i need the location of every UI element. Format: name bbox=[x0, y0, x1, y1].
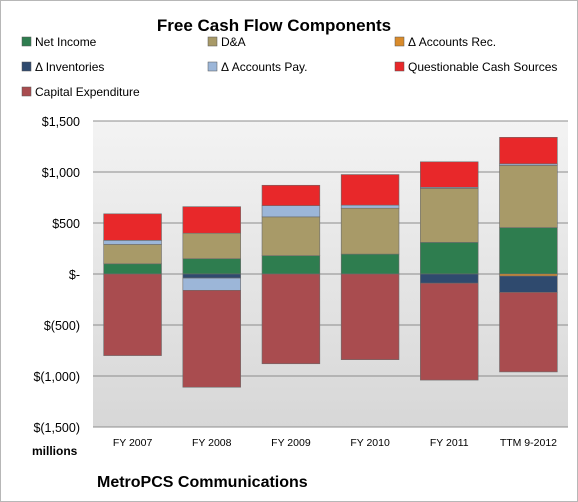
bar-segment bbox=[420, 273, 479, 284]
bar-segment bbox=[340, 174, 400, 206]
legend-swatch bbox=[394, 36, 405, 47]
legend-label: Capital Expenditure bbox=[35, 85, 140, 99]
bar-segment bbox=[340, 253, 400, 275]
bar-segment bbox=[420, 282, 479, 381]
bar-segment bbox=[340, 207, 400, 255]
bar-segment bbox=[420, 242, 479, 275]
x-axis-ticks: FY 2007 FY 2008 FY 2009 FY 2010 FY 2011 TTM 9… bbox=[113, 437, 557, 449]
bar-segment bbox=[182, 206, 241, 234]
legend-swatch bbox=[21, 61, 32, 72]
y-tick-label: $- bbox=[69, 268, 80, 282]
legend-label: Net Income bbox=[35, 35, 97, 49]
legend-label: Δ Inventories bbox=[35, 60, 104, 74]
bar-segment bbox=[182, 277, 241, 291]
bar-segment bbox=[340, 273, 400, 360]
bar-segment bbox=[499, 165, 558, 228]
legend-label: Δ Accounts Pay. bbox=[221, 60, 308, 74]
chart-title: Free Cash Flow Components bbox=[157, 16, 391, 35]
y-tick-label: $(500) bbox=[44, 319, 80, 333]
x-tick-label: FY 2010 bbox=[350, 437, 390, 449]
x-tick-label: FY 2007 bbox=[113, 437, 153, 449]
y-tick-label: $1,000 bbox=[42, 166, 80, 180]
bar-segment bbox=[103, 273, 162, 356]
bar-segment bbox=[103, 263, 162, 275]
gridlines bbox=[93, 120, 568, 428]
bar-segment bbox=[182, 258, 241, 275]
legend-swatch bbox=[394, 61, 405, 72]
bar-segment bbox=[261, 184, 321, 206]
legend-label: Δ Accounts Rec. bbox=[408, 35, 496, 49]
bar-segment bbox=[499, 137, 558, 165]
bar-segment bbox=[103, 240, 162, 245]
bar-segment bbox=[499, 275, 558, 293]
legend-swatch bbox=[21, 86, 32, 97]
company-caption: MetroPCS Communications bbox=[97, 474, 308, 491]
bar-segment bbox=[182, 273, 241, 279]
units-label: millions bbox=[32, 444, 78, 458]
legend-label: Questionable Cash Sources bbox=[408, 60, 557, 74]
x-tick-label: TTM 9-2012 bbox=[500, 437, 557, 449]
bar-segment bbox=[499, 227, 558, 275]
bar-segment bbox=[420, 188, 479, 243]
bar-segment bbox=[261, 273, 321, 365]
x-tick-label: FY 2009 bbox=[271, 437, 311, 449]
y-tick-label: $1,500 bbox=[42, 115, 80, 129]
legend-swatch bbox=[207, 61, 218, 72]
legend: Net Income D&A Δ Accounts Rec. Δ Inventorie… bbox=[21, 35, 557, 99]
y-tick-label: $(1,500) bbox=[33, 421, 80, 435]
y-tick-label: $(1,000) bbox=[33, 370, 80, 384]
bar-segment bbox=[182, 290, 241, 388]
bar-segment bbox=[261, 205, 321, 218]
bar-segment bbox=[261, 216, 321, 256]
y-axis-ticks: $(1,500) $(1,000) $(500) $- $500 $1,000 $1,500 bbox=[33, 115, 80, 435]
x-tick-label: FY 2011 bbox=[430, 437, 469, 449]
bar-segment bbox=[499, 292, 558, 373]
bar-segment bbox=[261, 255, 321, 275]
bar-segment bbox=[182, 232, 241, 259]
bar-segment bbox=[103, 213, 162, 241]
legend-swatch bbox=[207, 36, 218, 47]
legend-swatch bbox=[21, 36, 32, 47]
bars bbox=[103, 137, 558, 388]
bar-segment bbox=[103, 244, 162, 265]
x-tick-label: FY 2008 bbox=[192, 437, 232, 449]
bar-segment bbox=[340, 204, 400, 209]
y-tick-label: $500 bbox=[52, 217, 80, 231]
bar-segment bbox=[420, 161, 479, 188]
bar-segment bbox=[499, 273, 558, 277]
legend-label: D&A bbox=[221, 35, 246, 49]
